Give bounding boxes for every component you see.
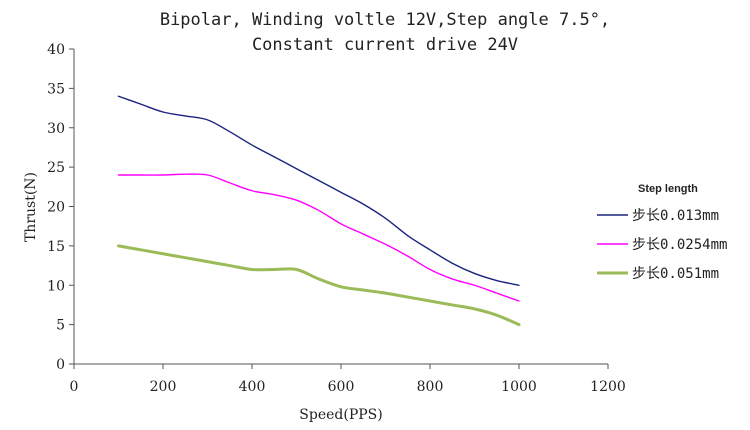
x-tick-label: 1000 [501,379,537,395]
x-tick-label: 400 [239,379,266,395]
chart-title-line-2: Constant current drive 24V [252,35,518,55]
x-tick-label: 600 [328,379,355,395]
x-tick-label: 1200 [590,379,626,395]
y-tick-label: 35 [47,81,65,97]
legend-label-2: 步长0.0254mm [632,237,727,253]
legend-label-3: 步长0.051mm [632,266,719,282]
y-tick-label: 20 [47,200,65,216]
y-tick-label: 15 [47,239,65,255]
x-tick-label: 800 [417,379,444,395]
y-tick-label: 0 [56,357,65,373]
y-tick-label: 25 [47,160,65,176]
legend-title: Step length [638,183,698,195]
chart-title: Bipolar, Winding voltle 12V,Step angle 7… [160,10,610,55]
series-line-3 [117,244,521,327]
series-line-1 [117,95,520,286]
y-tick-label: 10 [47,278,65,294]
legend-label-1: 步长0.013mm [632,208,719,224]
axes [73,49,608,365]
x-tick-label: 0 [70,379,79,395]
y-tick-label: 30 [47,121,65,137]
chart-title-line-1: Bipolar, Winding voltle 12V,Step angle 7… [160,10,610,30]
series-lines [117,95,521,327]
legend: Step length 步长0.013mm 步长0.0254mm 步长0.051mm [597,183,727,282]
x-tick-label: 200 [150,379,177,395]
y-tick-label: 40 [47,42,65,58]
series-line-2 [117,173,520,302]
y-tick-label: 5 [56,318,65,334]
x-axis-label: Speed(PPS) [299,407,382,423]
y-axis-label: Thrust(N) [23,172,39,242]
